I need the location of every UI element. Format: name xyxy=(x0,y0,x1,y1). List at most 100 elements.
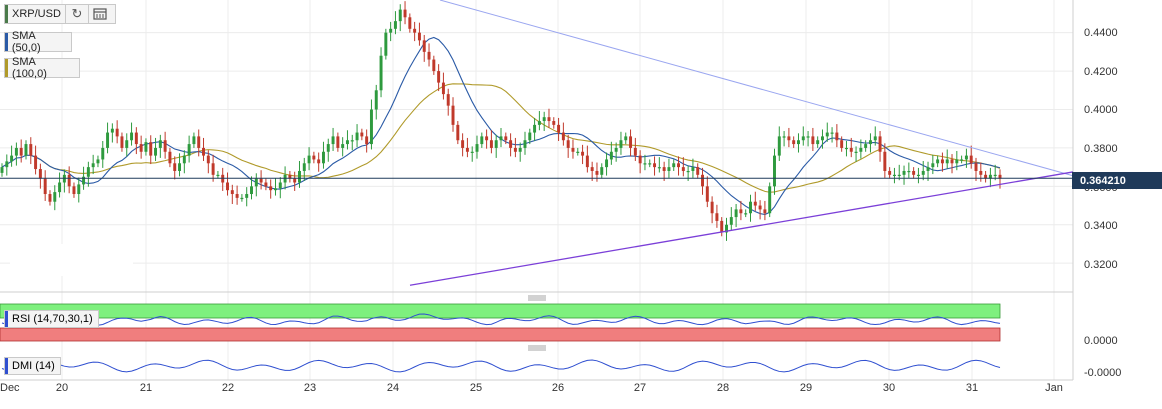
candle-body xyxy=(432,59,436,72)
x-tick-label: 23 xyxy=(303,382,317,394)
candle-body xyxy=(720,220,724,233)
candle-body xyxy=(806,136,810,138)
candle-body xyxy=(581,151,585,156)
candle-body xyxy=(864,144,868,148)
sma50-tag[interactable]: SMA (50,0) xyxy=(4,30,72,54)
candle-body xyxy=(830,132,834,134)
candle-body xyxy=(888,170,892,175)
y-tick-label: 0.3200 xyxy=(1084,259,1118,271)
rsi-tag[interactable]: RSI (14,70,30,1) xyxy=(4,310,99,328)
sma50-path xyxy=(1,36,1001,216)
candle-body xyxy=(197,136,201,148)
current-price-badge: 0.364210 xyxy=(1072,172,1162,189)
candle-body xyxy=(792,140,796,145)
candle-body xyxy=(269,186,273,191)
candle-body xyxy=(72,186,76,195)
candle-body xyxy=(571,147,575,152)
candle-body xyxy=(768,186,772,214)
candle-body xyxy=(53,192,57,202)
candle-body xyxy=(590,167,594,171)
candle-body xyxy=(494,140,498,148)
lower-trendline xyxy=(409,171,1074,286)
candle-body xyxy=(14,147,18,156)
candle-body xyxy=(441,82,445,95)
candle-body xyxy=(0,167,4,173)
candle-body xyxy=(907,170,911,173)
candle-body xyxy=(192,136,196,145)
candle-body xyxy=(82,176,86,185)
candle-body xyxy=(902,170,906,175)
sma100-tag[interactable]: SMA (100,0) xyxy=(4,56,80,80)
candle-body xyxy=(451,105,455,125)
calendar-icon[interactable] xyxy=(87,5,111,23)
candle-body xyxy=(542,117,546,122)
dmi-label: DMI (14) xyxy=(12,360,55,372)
candle-body xyxy=(10,155,14,162)
x-tick-label: 24 xyxy=(386,382,400,394)
candle-body xyxy=(518,147,522,152)
candle-body xyxy=(125,140,129,148)
candle-body xyxy=(369,109,373,145)
y-tick-label: 0.4000 xyxy=(1084,104,1118,116)
candle-body xyxy=(173,163,177,171)
candle-body xyxy=(19,147,23,156)
candle-body xyxy=(355,132,359,141)
candle-body xyxy=(950,159,954,164)
rsi-axis-label: 0.0000 xyxy=(1084,335,1118,347)
candle-body xyxy=(470,151,474,153)
candle-body xyxy=(504,136,508,141)
candle-body xyxy=(67,174,71,187)
candle-body xyxy=(417,32,421,41)
candle-body xyxy=(921,170,925,175)
x-tick-label: Jan xyxy=(1045,382,1063,394)
candle-body xyxy=(816,140,820,145)
candle-body xyxy=(979,170,983,175)
candle-body xyxy=(912,170,916,175)
candle-body xyxy=(350,140,354,142)
x-tick-label: 31 xyxy=(965,382,979,394)
candle-body xyxy=(614,147,618,152)
upper-trendline xyxy=(439,0,1074,177)
refresh-icon[interactable]: ↻ xyxy=(64,5,88,23)
candle-body xyxy=(753,201,757,206)
candle-body xyxy=(96,159,100,164)
candle-body xyxy=(154,147,158,156)
candle-body xyxy=(427,51,431,60)
candle-body xyxy=(178,163,182,171)
candle-body xyxy=(77,184,81,195)
x-tick-label: 20 xyxy=(55,382,69,394)
candle-body xyxy=(600,167,604,175)
candle-body xyxy=(681,167,685,171)
candle-body xyxy=(202,147,205,156)
sma50-line xyxy=(1,36,1001,216)
sma100-swatch xyxy=(5,59,8,77)
y-tick-label: 0.4400 xyxy=(1084,27,1118,39)
candle-body xyxy=(264,182,268,187)
pane-splitters[interactable] xyxy=(528,295,546,351)
y-tick-label: 0.3400 xyxy=(1084,220,1118,232)
candle-body xyxy=(379,55,383,91)
candle-body xyxy=(110,128,114,133)
candle-body xyxy=(820,136,824,141)
sma50-label: SMA (50,0) xyxy=(11,30,41,54)
candle-body xyxy=(321,151,325,164)
candle-body xyxy=(336,136,340,148)
dmi-tag[interactable]: DMI (14) xyxy=(4,357,61,375)
symbol-tag[interactable]: XRP/USD ↻ xyxy=(4,4,116,24)
candle-body xyxy=(763,209,767,214)
candle-body xyxy=(130,132,134,141)
blank-overlay xyxy=(10,244,133,276)
candle-body xyxy=(187,144,191,156)
y-tick-label: 0.4200 xyxy=(1084,66,1118,78)
candle-body xyxy=(715,213,719,221)
rsi-oversold-zone xyxy=(0,327,1001,342)
candle-body xyxy=(278,182,282,189)
candle-body xyxy=(43,178,47,195)
rsi-label: RSI (14,70,30,1) xyxy=(12,313,93,325)
candle-body xyxy=(211,163,215,175)
symbol-label: XRP/USD xyxy=(12,8,61,20)
candle-body xyxy=(326,144,330,152)
candle-body xyxy=(456,124,460,141)
candle-body xyxy=(513,147,517,152)
